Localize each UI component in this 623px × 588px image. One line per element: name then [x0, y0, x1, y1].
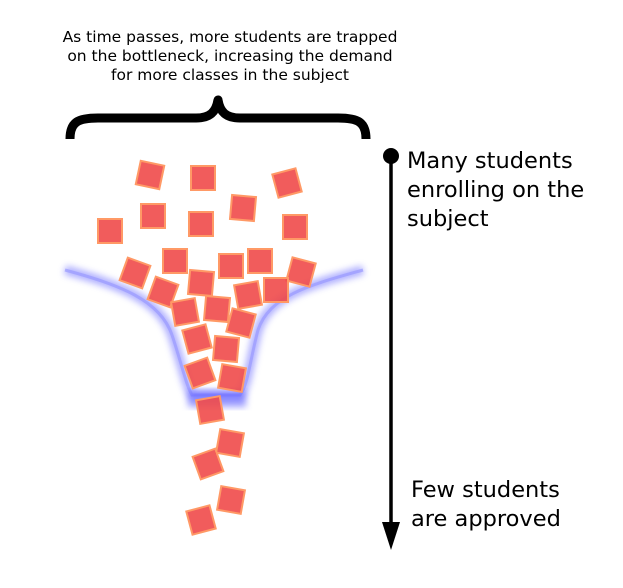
student-square — [140, 203, 166, 229]
student-square — [216, 362, 248, 394]
student-square — [218, 253, 244, 279]
student-square — [118, 256, 152, 290]
downward-arrow-icon — [382, 148, 400, 550]
student-square — [186, 268, 216, 298]
student-square — [191, 447, 225, 481]
student-square — [169, 296, 201, 328]
student-square — [215, 484, 247, 516]
many-students-line-1: Many students — [407, 148, 573, 174]
student-square — [285, 256, 317, 288]
student-square — [190, 165, 216, 191]
student-square — [181, 323, 213, 355]
curly-brace-icon — [65, 95, 371, 140]
student-square — [162, 248, 188, 274]
student-square — [202, 294, 232, 324]
student-square — [183, 356, 217, 390]
caption-line-1: As time passes, more students are trappe… — [62, 28, 398, 46]
student-square — [214, 427, 246, 459]
student-square — [282, 214, 308, 240]
caption-line-2: on the bottleneck, increasing the demand — [67, 47, 393, 65]
student-square — [225, 307, 257, 339]
student-square — [134, 159, 166, 191]
student-square — [228, 193, 258, 223]
student-square — [188, 211, 214, 237]
bottleneck-caption: As time passes, more students are trappe… — [20, 28, 440, 85]
many-students-line-3: subject — [407, 206, 489, 232]
student-square — [211, 334, 241, 364]
many-students-label: Many students enrolling on the subject — [407, 147, 584, 234]
student-square — [271, 167, 303, 199]
caption-line-3: for more classes in the subject — [111, 66, 349, 84]
few-students-line-1: Few students — [411, 477, 560, 503]
student-square — [185, 504, 217, 536]
few-students-line-2: are approved — [411, 506, 561, 532]
student-square — [247, 248, 273, 274]
few-students-label: Few students are approved — [411, 476, 561, 534]
student-square — [97, 218, 123, 244]
many-students-line-2: enrolling on the — [407, 177, 585, 203]
student-square — [263, 277, 289, 303]
student-squares — [97, 159, 317, 536]
student-square — [146, 275, 180, 309]
student-square — [232, 279, 264, 311]
student-square — [194, 394, 226, 426]
